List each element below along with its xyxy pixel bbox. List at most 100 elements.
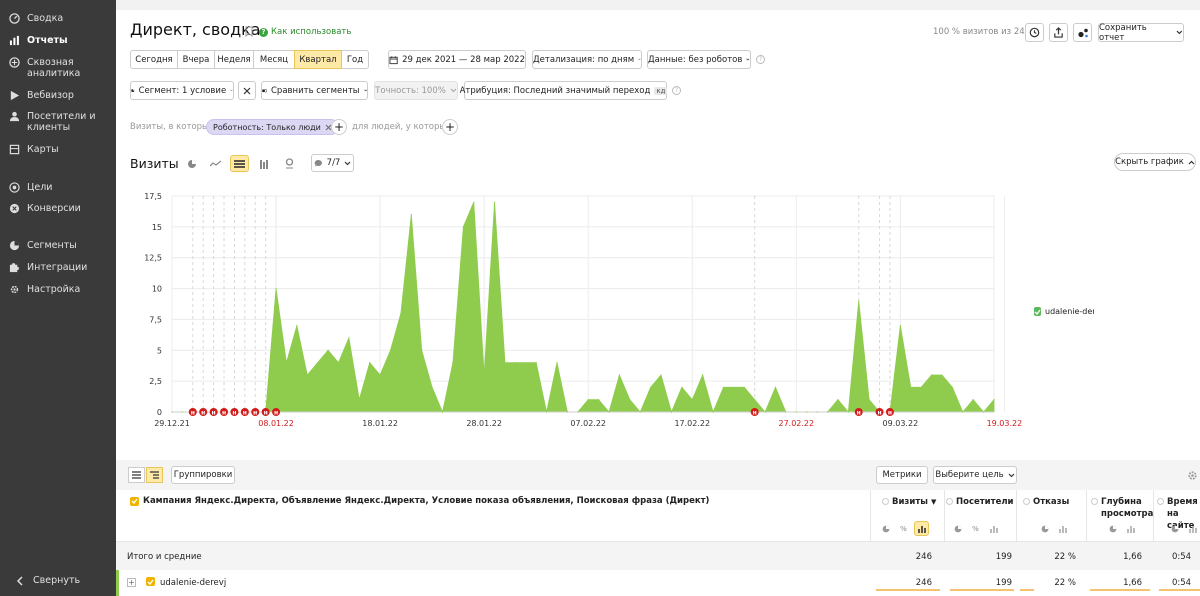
row-time: 0:54	[1172, 578, 1192, 588]
holiday-marker	[261, 408, 270, 416]
period-year[interactable]: Год	[341, 50, 369, 69]
sidebar-item-label: Интеграции	[27, 262, 88, 273]
hide-chart-button[interactable]: Скрыть график	[1114, 153, 1196, 171]
collapse-sidebar-button[interactable]: Свернуть	[0, 575, 116, 586]
column-header-bounce[interactable]: Отказы	[1023, 496, 1069, 508]
pie-mode-icon[interactable]	[1167, 521, 1182, 536]
pie-mode-icon[interactable]	[1037, 521, 1052, 536]
add-people-filter-button[interactable]: +	[442, 119, 458, 135]
x-tick-label: 17.02.22	[674, 419, 710, 428]
row-label[interactable]: udalenie-derevjev	[160, 578, 226, 588]
attribution-badge: кд	[654, 86, 668, 95]
row-visitors-bar	[950, 589, 1014, 591]
robot-filter-chip[interactable]: Роботность: Только люди	[206, 119, 339, 135]
assistant-button[interactable]	[1073, 23, 1092, 42]
row-checkbox[interactable]	[146, 577, 155, 586]
help-icon[interactable]: ?	[756, 55, 765, 64]
tree-view-toggle[interactable]	[146, 467, 163, 483]
detail-dropdown[interactable]: Детализация: по дням	[532, 50, 642, 69]
period-week[interactable]: Неделя	[214, 50, 254, 69]
sidebar-item-settings[interactable]: Настройка	[0, 284, 116, 295]
goal-dropdown[interactable]: Выберите цель	[933, 466, 1017, 484]
bar-mode-icon[interactable]	[914, 521, 929, 536]
chart-type-line[interactable]	[206, 155, 225, 172]
column-header-visits[interactable]: Визиты ▼	[882, 496, 936, 508]
data-point	[982, 411, 985, 413]
history-button[interactable]	[1025, 23, 1044, 42]
sidebar-item-through-analytics[interactable]: Сквозная аналитика	[0, 57, 116, 79]
add-visit-filter-button[interactable]: +	[331, 119, 347, 135]
sidebar-item-webvisor[interactable]: Вебвизор	[0, 90, 116, 101]
bookmark-icon[interactable]	[245, 26, 253, 37]
depth-display-modes	[1105, 521, 1138, 536]
segment-dropdown[interactable]: Сегмент: 1 условие	[130, 81, 234, 100]
clear-segment-button[interactable]	[238, 81, 256, 100]
chart-type-pie[interactable]	[182, 155, 201, 172]
bar-mode-icon[interactable]	[1123, 521, 1138, 536]
column-header-depth[interactable]: Глубина просмотра	[1091, 496, 1153, 520]
expand-row-button[interactable]: +	[127, 578, 136, 587]
groupings-button[interactable]: Группировки	[171, 466, 235, 484]
holiday-marker-letter: н	[191, 410, 195, 417]
data-point	[369, 362, 371, 364]
radio-icon[interactable]	[882, 498, 889, 505]
flat-view-toggle[interactable]	[128, 467, 145, 483]
bar-mode-icon[interactable]	[1055, 521, 1070, 536]
radio-icon[interactable]	[1023, 498, 1030, 505]
chevron-down-icon	[230, 89, 233, 92]
pie-mode-icon[interactable]	[950, 521, 965, 536]
radio-icon[interactable]	[1157, 498, 1164, 505]
sidebar-item-segments[interactable]: Сегменты	[0, 240, 116, 251]
annotations-count: 7/7	[326, 158, 341, 168]
attribution-dropdown[interactable]: Атрибуция: Последний значимый переход кд	[460, 81, 668, 100]
close-icon[interactable]	[325, 124, 332, 131]
sidebar-item-conversions[interactable]: Конверсии	[0, 203, 116, 214]
chart-legend[interactable]: udalenie-derevjev	[1034, 307, 1094, 316]
sidebar-item-integrations[interactable]: Интеграции	[0, 262, 116, 273]
period-month[interactable]: Месяц	[253, 50, 295, 69]
period-yesterday[interactable]: Вчера	[177, 50, 215, 69]
metrics-button[interactable]: Метрики	[876, 466, 928, 484]
visits-percentage: 100 % визитов из 246	[933, 27, 1031, 37]
gear-icon[interactable]	[1187, 470, 1198, 481]
chart-type-bar[interactable]	[255, 155, 274, 172]
chart-type-map[interactable]	[280, 155, 299, 172]
bar-mode-icon[interactable]	[986, 521, 1001, 536]
export-button[interactable]	[1049, 23, 1068, 42]
sidebar-item-goals[interactable]: Цели	[0, 182, 116, 193]
puzzle-icon	[9, 263, 19, 273]
column-header-visitors[interactable]: Посетители	[946, 496, 1014, 508]
data-point	[743, 386, 745, 388]
percent-mode-icon[interactable]: %	[972, 524, 979, 533]
table-row[interactable]	[116, 570, 1200, 596]
pie-mode-icon[interactable]	[878, 521, 893, 536]
period-quarter[interactable]: Квартал	[294, 50, 342, 69]
sidebar-item-maps[interactable]: Карты	[0, 144, 116, 155]
percent-mode-icon[interactable]: %	[900, 524, 907, 533]
annotations-dropdown[interactable]: 7/7	[311, 154, 354, 172]
period-today[interactable]: Сегодня	[130, 50, 178, 69]
sidebar-item-summary[interactable]: Сводка	[0, 13, 116, 24]
sidebar-item-reports[interactable]: Отчеты	[0, 35, 116, 46]
bar-mode-icon[interactable]	[1185, 521, 1200, 536]
compare-segments-dropdown[interactable]: Сравнить сегменты	[261, 81, 368, 100]
howto-link[interactable]: ? Как использовать	[259, 27, 351, 37]
legend-checkbox[interactable]	[1034, 307, 1041, 316]
dimensions-checkbox[interactable]	[130, 496, 139, 506]
date-range-picker[interactable]: 29 дек 2021 — 28 мар 2022	[388, 50, 526, 69]
data-point	[545, 411, 548, 413]
save-report-button[interactable]: Сохранить отчет	[1098, 23, 1184, 43]
dimensions-header[interactable]: Кампания Яндекс.Директа, Объявление Янде…	[130, 496, 709, 506]
column-header-time[interactable]: Время на сайте	[1157, 496, 1200, 532]
sidebar-item-visitors[interactable]: Посетители и клиенты	[0, 111, 116, 133]
data-point	[535, 362, 537, 364]
radio-icon[interactable]	[1091, 498, 1098, 505]
pie-mode-icon[interactable]	[1105, 521, 1120, 536]
sidebar-item-label: Цели	[27, 182, 53, 193]
help-icon[interactable]: ?	[672, 86, 681, 95]
detail-label: Детализация: по дням	[533, 54, 635, 65]
data-dropdown[interactable]: Данные: без роботов	[647, 50, 751, 69]
radio-icon[interactable]	[946, 498, 953, 505]
accuracy-dropdown: Точность: 100%	[374, 81, 458, 100]
chart-type-area[interactable]	[230, 155, 249, 172]
